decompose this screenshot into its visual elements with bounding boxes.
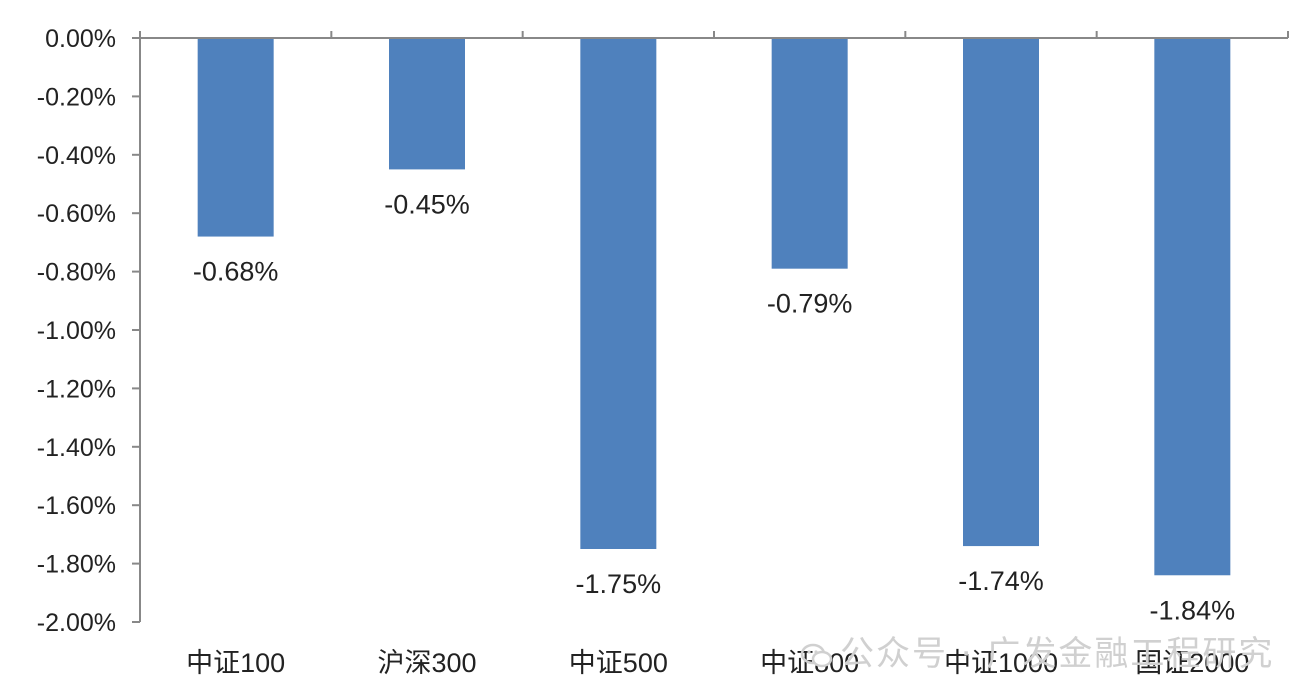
bar bbox=[963, 38, 1039, 547]
bar bbox=[1154, 38, 1231, 576]
y-tick-label: -0.40% bbox=[37, 142, 116, 170]
x-axis: 中证100 沪深300 中证500 中证800 中证1000 国证2000 bbox=[139, 31, 1289, 678]
category-label: 中证500 bbox=[569, 648, 668, 678]
y-axis: 0.00% -0.20% -0.40% -0.60% -0.80% -1.00% -1.20… bbox=[37, 25, 141, 637]
data-label: -1.84% bbox=[1150, 595, 1236, 625]
data-label: -1.75% bbox=[576, 569, 662, 599]
bar bbox=[771, 38, 848, 269]
y-tick-label: -1.20% bbox=[37, 375, 116, 403]
y-tick-label: -2.00% bbox=[37, 609, 116, 637]
y-tick-label: -1.00% bbox=[37, 317, 116, 345]
category-label: 沪深300 bbox=[377, 648, 476, 678]
category-label: 中证100 bbox=[186, 648, 285, 678]
category-label: 中证1000 bbox=[944, 648, 1058, 678]
y-tick-label: -0.60% bbox=[37, 200, 116, 228]
y-tick-label: -1.80% bbox=[37, 551, 116, 579]
y-tick-label: -1.40% bbox=[37, 434, 116, 462]
data-label: -0.79% bbox=[767, 289, 853, 319]
bar bbox=[197, 38, 274, 237]
y-tick-label: 0.00% bbox=[45, 25, 116, 53]
category-label: 国证2000 bbox=[1135, 648, 1249, 678]
data-labels: -0.68% -0.45% -1.75% -0.79% -1.74% -1.84% bbox=[193, 189, 1235, 625]
wechat-icon bbox=[800, 643, 833, 667]
bar bbox=[580, 38, 657, 549]
y-tick-label: -0.20% bbox=[37, 83, 116, 111]
data-label: -0.45% bbox=[384, 189, 470, 219]
bars bbox=[197, 38, 1231, 576]
y-tick-label: -0.80% bbox=[37, 259, 116, 287]
data-label: -0.68% bbox=[193, 257, 279, 287]
watermark-text: 公众号 · 广发金融工程研究 bbox=[840, 634, 1275, 674]
y-tick-label: -1.60% bbox=[37, 492, 116, 520]
bar bbox=[389, 38, 465, 170]
watermark: 公众号 · 广发金融工程研究 bbox=[800, 626, 1274, 675]
data-label: -1.74% bbox=[958, 566, 1044, 596]
